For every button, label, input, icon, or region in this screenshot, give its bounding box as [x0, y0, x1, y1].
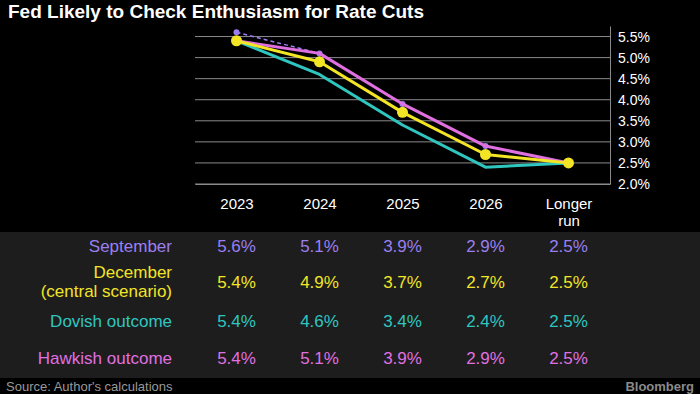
marker: [314, 56, 325, 67]
grid-line: [195, 120, 610, 121]
tick-label: 5.5%: [618, 29, 650, 45]
table-value: 3.9%: [383, 237, 422, 256]
marker: [234, 29, 240, 35]
tick: 5.5%: [610, 29, 650, 45]
table-value: 2.7%: [466, 273, 505, 292]
table-value: 2.5%: [549, 349, 588, 368]
series-line: [237, 41, 569, 163]
marker: [231, 35, 242, 46]
table-value: 3.9%: [383, 349, 422, 368]
table-value: 5.4%: [217, 349, 256, 368]
table-value: 3.4%: [383, 312, 422, 331]
series-line: [237, 41, 569, 163]
tick-label: 5.0%: [618, 50, 650, 66]
tick: 3.0%: [610, 134, 650, 150]
tick-label: 2026: [469, 195, 502, 212]
tick: 2.0%: [610, 176, 650, 192]
axis-line: [610, 27, 611, 185]
table-value: 2.4%: [466, 312, 505, 331]
source: Source: Author's calculations: [6, 379, 173, 394]
tick: Longerrun: [546, 184, 593, 229]
table-value: 2.9%: [466, 349, 505, 368]
y-axis: 2.0% 2.5% 3.0% 3.5% 4.0% 4.5% 5.0% 5.5%: [610, 27, 650, 192]
row-label: September: [89, 237, 172, 256]
tick-label: 2024: [303, 195, 336, 212]
table-value: 4.9%: [300, 273, 339, 292]
series-line: [237, 41, 569, 167]
axis-line: [196, 184, 611, 185]
table-value: 2.5%: [549, 273, 588, 292]
credit: Bloomberg: [625, 379, 694, 394]
series-line: [237, 32, 569, 163]
tick-label: 2.5%: [618, 155, 650, 171]
table-value: 5.6%: [217, 237, 256, 256]
tick: 2.5%: [610, 155, 650, 171]
table-value: 4.6%: [300, 312, 339, 331]
row-label-line: December: [94, 263, 173, 282]
data-table: September 5.6% 5.1% 3.9% 2.9% 2.5% December(ce…: [38, 237, 588, 368]
tick-label: 2025: [386, 195, 419, 212]
row-label: December(central scenario): [41, 263, 173, 301]
tick: 2024: [303, 184, 336, 212]
title: Fed Likely to Check Enthusiasm for Rate …: [8, 1, 424, 22]
grid-line: [195, 141, 610, 142]
table-value: 2.5%: [549, 237, 588, 256]
row-label: Hawkish outcome: [38, 349, 172, 368]
table-value: 5.1%: [300, 237, 339, 256]
grid-line: [195, 78, 610, 79]
tick: 2026: [469, 184, 502, 212]
marker: [397, 107, 408, 118]
grid-line: [195, 99, 610, 100]
tick-label: 2023: [220, 195, 253, 212]
x-axis: 2023 2024 2025 2026 Longerrun: [196, 184, 611, 229]
grid: [195, 37, 610, 184]
plot-area: [231, 29, 574, 168]
tick: 2025: [386, 184, 419, 212]
tick-label-line: Longer: [546, 195, 593, 212]
marker: [563, 157, 574, 168]
table-value: 3.7%: [383, 273, 422, 292]
grid-line: [195, 57, 610, 58]
background: [0, 0, 700, 394]
table-value: 5.4%: [217, 273, 256, 292]
tick-label: Longerrun: [546, 195, 593, 229]
table-value: 5.1%: [300, 349, 339, 368]
table-value: 2.5%: [549, 312, 588, 331]
tick: 3.5%: [610, 113, 650, 129]
tick-label: 3.0%: [618, 134, 650, 150]
tick: 2023: [220, 184, 253, 212]
tick-label-line: run: [558, 212, 580, 229]
tick-label: 3.5%: [618, 113, 650, 129]
row-label: Dovish outcome: [50, 312, 172, 331]
table-value: 5.4%: [217, 312, 256, 331]
chart: Fed Likely to Check Enthusiasm for Rate …: [0, 0, 700, 394]
tick-label: 2.0%: [618, 176, 650, 192]
tick: 4.0%: [610, 92, 650, 108]
tick-label: 4.5%: [618, 71, 650, 87]
tick-label: 4.0%: [618, 92, 650, 108]
table-background: [0, 232, 700, 378]
tick: 5.0%: [610, 50, 650, 66]
grid-line: [195, 184, 610, 185]
tick: 4.5%: [610, 71, 650, 87]
marker: [480, 149, 491, 160]
row-label-line: (central scenario): [41, 282, 172, 301]
table-value: 2.9%: [466, 237, 505, 256]
